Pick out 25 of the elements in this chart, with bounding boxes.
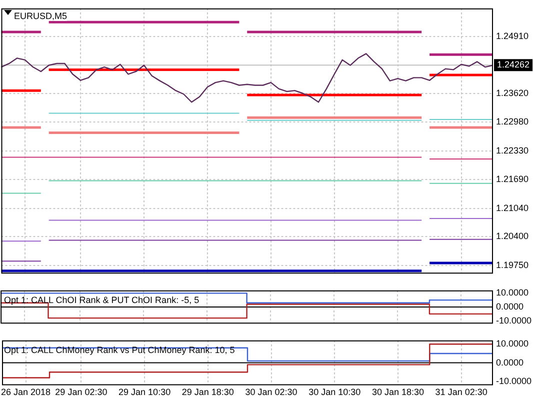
y-tick-label: -10.0000 — [496, 376, 532, 386]
x-tick-label: 29 Jan 10:30 — [118, 387, 171, 398]
x-tick-label: 30 Jan 18:30 — [372, 387, 424, 398]
ref-line-label: 1.24262 — [497, 60, 530, 70]
y-tick-label: 1.23620 — [496, 88, 529, 98]
y-tick-label: 1.22980 — [496, 116, 529, 127]
y-tick-label: 0.0000 — [496, 357, 524, 368]
chart-title: EURUSD,M5 — [14, 11, 68, 22]
y-tick-label: 0.0000 — [496, 301, 524, 312]
text: Opt 1: CALL ChMoney Rank vs Put ChMoney Rank: 10, 5 — [4, 345, 235, 356]
y-tick-label: 1.21690 — [496, 174, 529, 184]
y-tick-label: 1.22330 — [496, 145, 529, 156]
x-tick-label: 30 Jan 02:30 — [245, 387, 298, 398]
y-tick-label: 1.21040 — [496, 202, 529, 213]
x-tick-label: 31 Jan 02:30 — [435, 387, 488, 398]
y-tick-label: 10.0000 — [496, 338, 529, 349]
y-tick-label: -10.0000 — [496, 315, 532, 326]
y-tick-label: 1.19750 — [496, 260, 529, 270]
y-tick-label: 10.0000 — [496, 288, 529, 298]
x-tick-label: 29 Jan 18:30 — [182, 387, 234, 398]
y-tick-label: 1.24910 — [496, 30, 529, 41]
x-tick-label: 29 Jan 02:30 — [55, 387, 108, 398]
y-tick-label: 1.20400 — [496, 231, 529, 242]
x-tick-label: 30 Jan 10:30 — [308, 387, 361, 398]
x-tick-label: 26 Jan 2018 — [0, 387, 51, 398]
